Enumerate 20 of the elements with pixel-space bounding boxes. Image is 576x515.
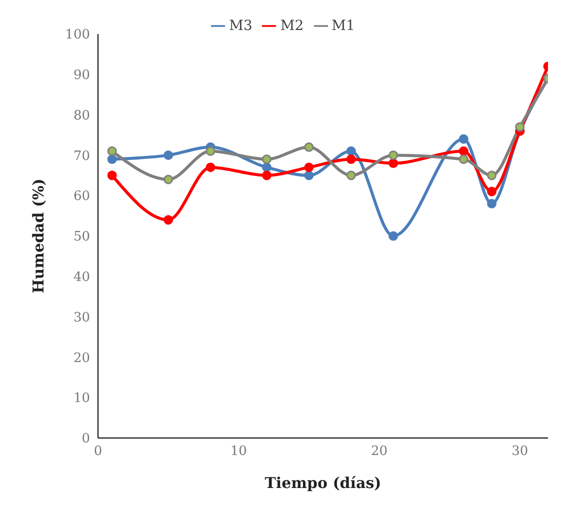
x-tick-label: 20 [370,444,388,460]
x-tick-label: 0 [94,444,102,460]
legend-label: M3 [229,18,252,34]
y-tick-label: 90 [73,68,90,84]
y-tick-label: 40 [73,270,90,286]
x-tick-label: 30 [512,444,528,460]
y-tick-label: 50 [73,230,90,245]
y-tick-label: 0 [82,432,90,447]
y-tick-label: 20 [73,350,90,366]
y-axis-title: Humedad (%) [29,178,48,294]
legend-label: M2 [280,18,304,34]
y-tick-label: 60 [73,189,90,204]
y-tick-label: 80 [73,108,90,124]
legend-label: M1 [332,18,355,34]
y-tick-label: 30 [73,310,90,326]
y-tick-label: 10 [73,391,90,406]
x-axis-title: Tiempo (días) [264,474,382,492]
y-tick-label: 100 [65,28,90,43]
x-tick-label: 10 [230,444,247,460]
y-tick-label: 70 [73,148,90,164]
